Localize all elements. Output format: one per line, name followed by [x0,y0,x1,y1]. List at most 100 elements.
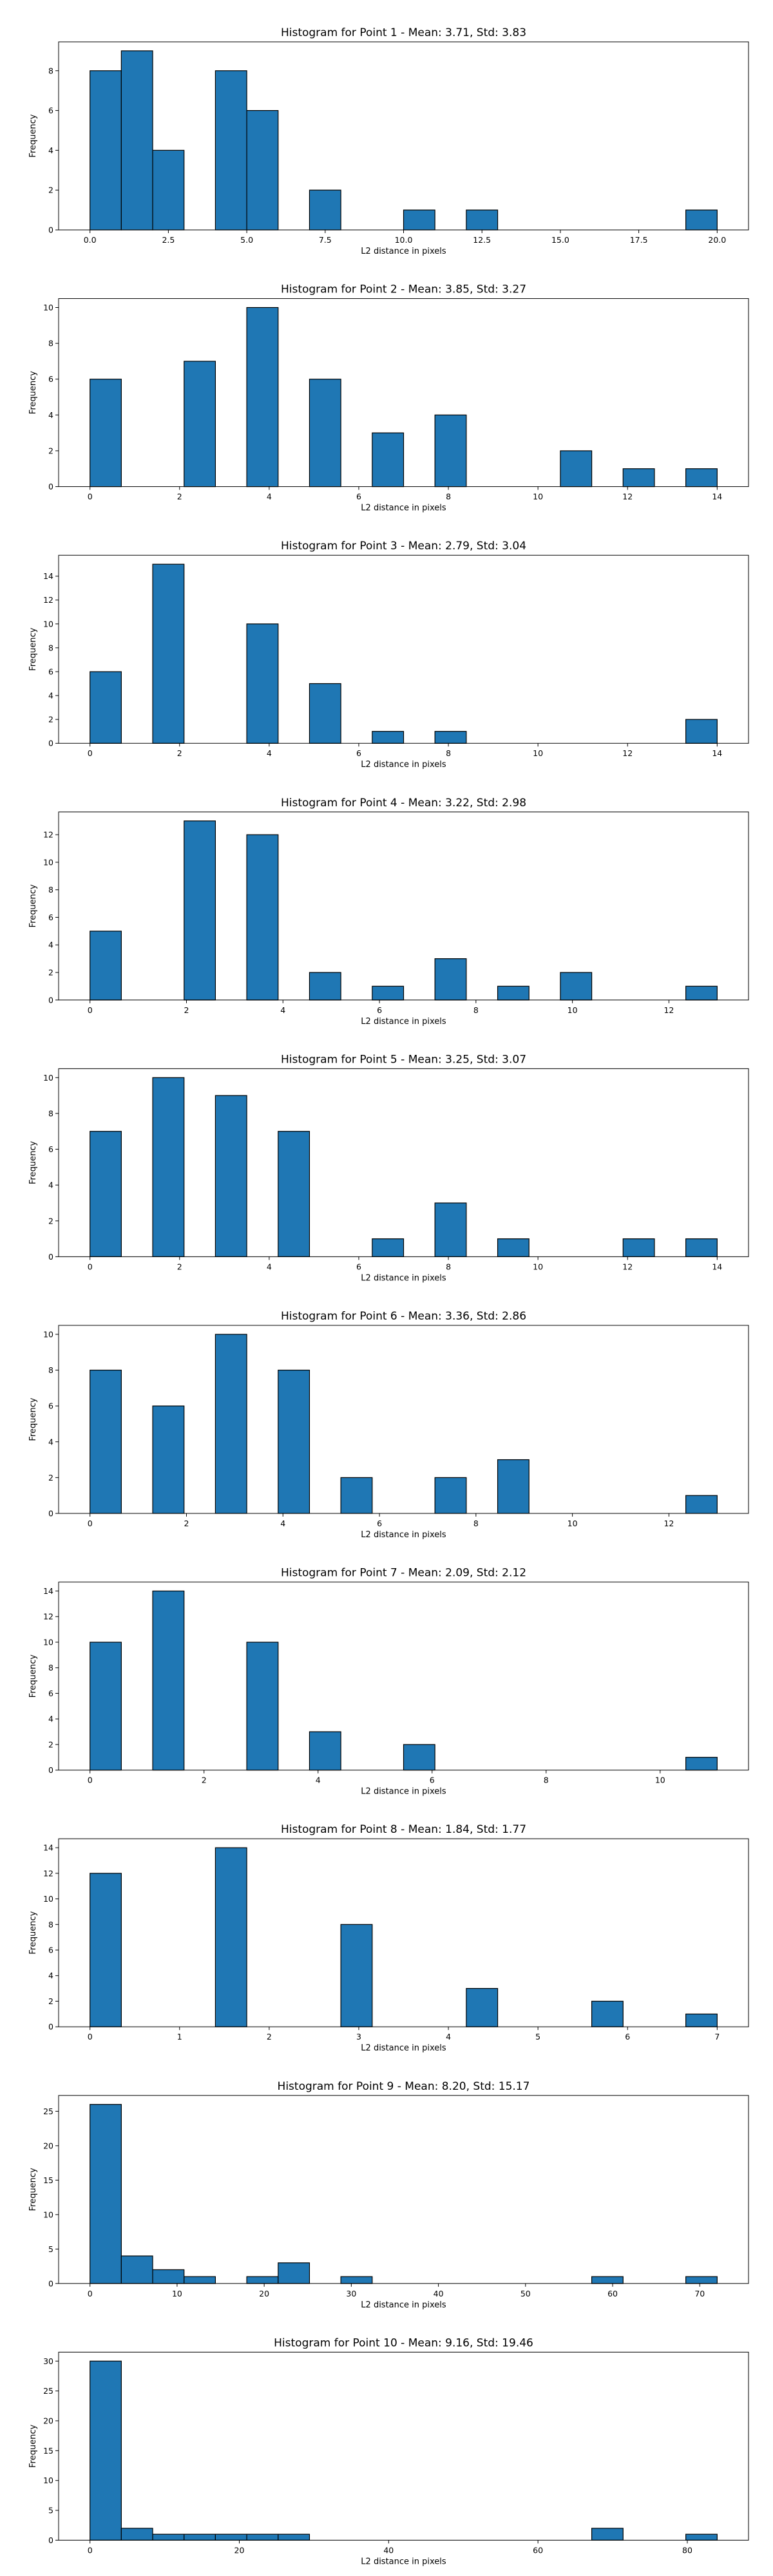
histogram-bar [685,719,718,744]
x-tick-label: 0 [88,2289,93,2298]
x-axis-label: L2 distance in pixels [361,2043,446,2053]
y-axis-label: Frequency [28,1397,38,1441]
y-tick-label: 10 [43,1637,53,1647]
x-axis-label: L2 distance in pixels [361,1017,446,1027]
histogram-bar [497,985,530,1001]
histogram-bar [246,2533,279,2541]
y-tick-label: 0 [48,2278,53,2288]
x-tick-label: 0 [88,492,93,502]
histogram-bar [622,468,655,488]
y-tick-label: 10 [43,2210,53,2219]
y-tick-label: 0 [48,1252,53,1262]
histogram-bar [90,2360,122,2541]
x-tick-label: 10.0 [395,235,413,245]
x-tick-label: 14 [712,1262,722,1271]
x-tick-label: 4 [316,1776,321,1785]
x-tick-label: 20.0 [708,235,726,245]
x-tick-label: 50 [520,2289,531,2298]
y-tick-label: 2 [48,968,53,978]
x-tick-label: 40 [434,2289,444,2298]
x-tick-label: 2 [202,1776,207,1785]
y-tick-label: 6 [48,913,53,922]
histogram-bar [685,2276,718,2284]
chart-panel-3: Histogram for Point 3 - Mean: 2.79, Std:… [28,540,749,770]
chart-title: Histogram for Point 3 - Mean: 2.79, Std:… [281,540,526,553]
chart-title: Histogram for Point 2 - Mean: 3.85, Std:… [281,283,526,296]
y-axis-label: Frequency [28,1911,38,1954]
x-tick-label: 2 [184,1519,189,1528]
histogram-bar [591,2528,624,2541]
histogram-bar [246,307,279,488]
y-tick-label: 10 [43,1329,53,1339]
histogram-bar [152,2533,185,2541]
x-tick-label: 2 [177,1262,182,1271]
x-tick-label: 4 [267,492,272,502]
y-tick-label: 12 [43,830,53,840]
x-axis-label: L2 distance in pixels [361,1530,446,1540]
histogram-bar [278,1131,310,1257]
y-tick-label: 4 [48,691,53,701]
y-tick-label: 14 [43,1843,53,1853]
y-tick-label: 4 [48,1714,53,1724]
chart-title: Histogram for Point 10 - Mean: 9.16, Std… [274,2336,533,2349]
chart-panel-10: Histogram for Point 10 - Mean: 9.16, Std… [28,2336,749,2566]
x-tick-label: 15.0 [551,235,569,245]
y-tick-label: 2 [48,1216,53,1226]
y-tick-label: 5 [48,2506,53,2515]
chart-title: Histogram for Point 1 - Mean: 3.71, Std:… [281,26,526,39]
x-tick-label: 4 [267,1262,272,1271]
x-axis-label: L2 distance in pixels [361,2557,446,2566]
x-tick-label: 8 [446,1262,451,1271]
y-tick-label: 15 [43,2446,53,2456]
histogram-bar [466,1988,499,2027]
y-tick-label: 10 [43,2476,53,2485]
axes-frame [58,2351,749,2541]
histogram-bar [90,1873,122,2027]
x-tick-label: 6 [377,1519,382,1528]
y-tick-label: 6 [48,1401,53,1411]
y-tick-label: 0 [48,1509,53,1519]
histogram-bar [120,50,153,231]
y-tick-label: 6 [48,667,53,676]
x-tick-label: 0 [88,748,93,758]
chart-title: Histogram for Point 4 - Mean: 3.22, Std:… [281,797,526,810]
histogram-bar [434,414,467,488]
y-tick-label: 10 [43,857,53,867]
x-tick-label: 14 [712,492,722,502]
chart-panel-2: Histogram for Point 2 - Mean: 3.85, Std:… [28,283,749,513]
x-tick-label: 2 [177,492,182,502]
y-tick-label: 0 [48,739,53,748]
y-tick-label: 0 [48,225,53,235]
x-tick-label: 0 [88,1519,93,1528]
x-tick-label: 14 [712,748,722,758]
chart-panel-9: Histogram for Point 9 - Mean: 8.20, Std:… [28,2080,749,2310]
y-tick-label: 10 [43,303,53,312]
histogram-bar [309,379,341,488]
histogram-bar [434,1202,467,1257]
y-tick-label: 5 [48,2244,53,2254]
y-axis-label: Frequency [28,114,38,157]
x-tick-label: 0 [88,2545,93,2555]
axes-frame [58,554,749,744]
histogram-bar [497,1238,530,1257]
y-axis-label: Frequency [28,2168,38,2211]
y-axis-label: Frequency [28,2425,38,2468]
x-tick-label: 10 [568,1005,578,1015]
x-tick-label: 1 [177,2032,182,2041]
histogram-bar [685,2533,718,2541]
chart-title: Histogram for Point 6 - Mean: 3.36, Std:… [281,1310,526,1323]
y-tick-label: 6 [48,374,53,384]
histogram-bar [152,564,185,744]
y-tick-label: 12 [43,1868,53,1878]
y-tick-label: 0 [48,482,53,491]
histogram-bar [246,834,279,1001]
x-tick-label: 6 [356,492,361,502]
histogram-bar [434,958,467,1001]
histogram-bar [685,2013,718,2027]
x-tick-label: 10 [655,1776,665,1785]
histogram-bar [434,731,467,744]
histogram-bar [184,361,216,488]
chart-title: Histogram for Point 5 - Mean: 3.25, Std:… [281,1053,526,1066]
y-tick-label: 15 [43,2175,53,2185]
